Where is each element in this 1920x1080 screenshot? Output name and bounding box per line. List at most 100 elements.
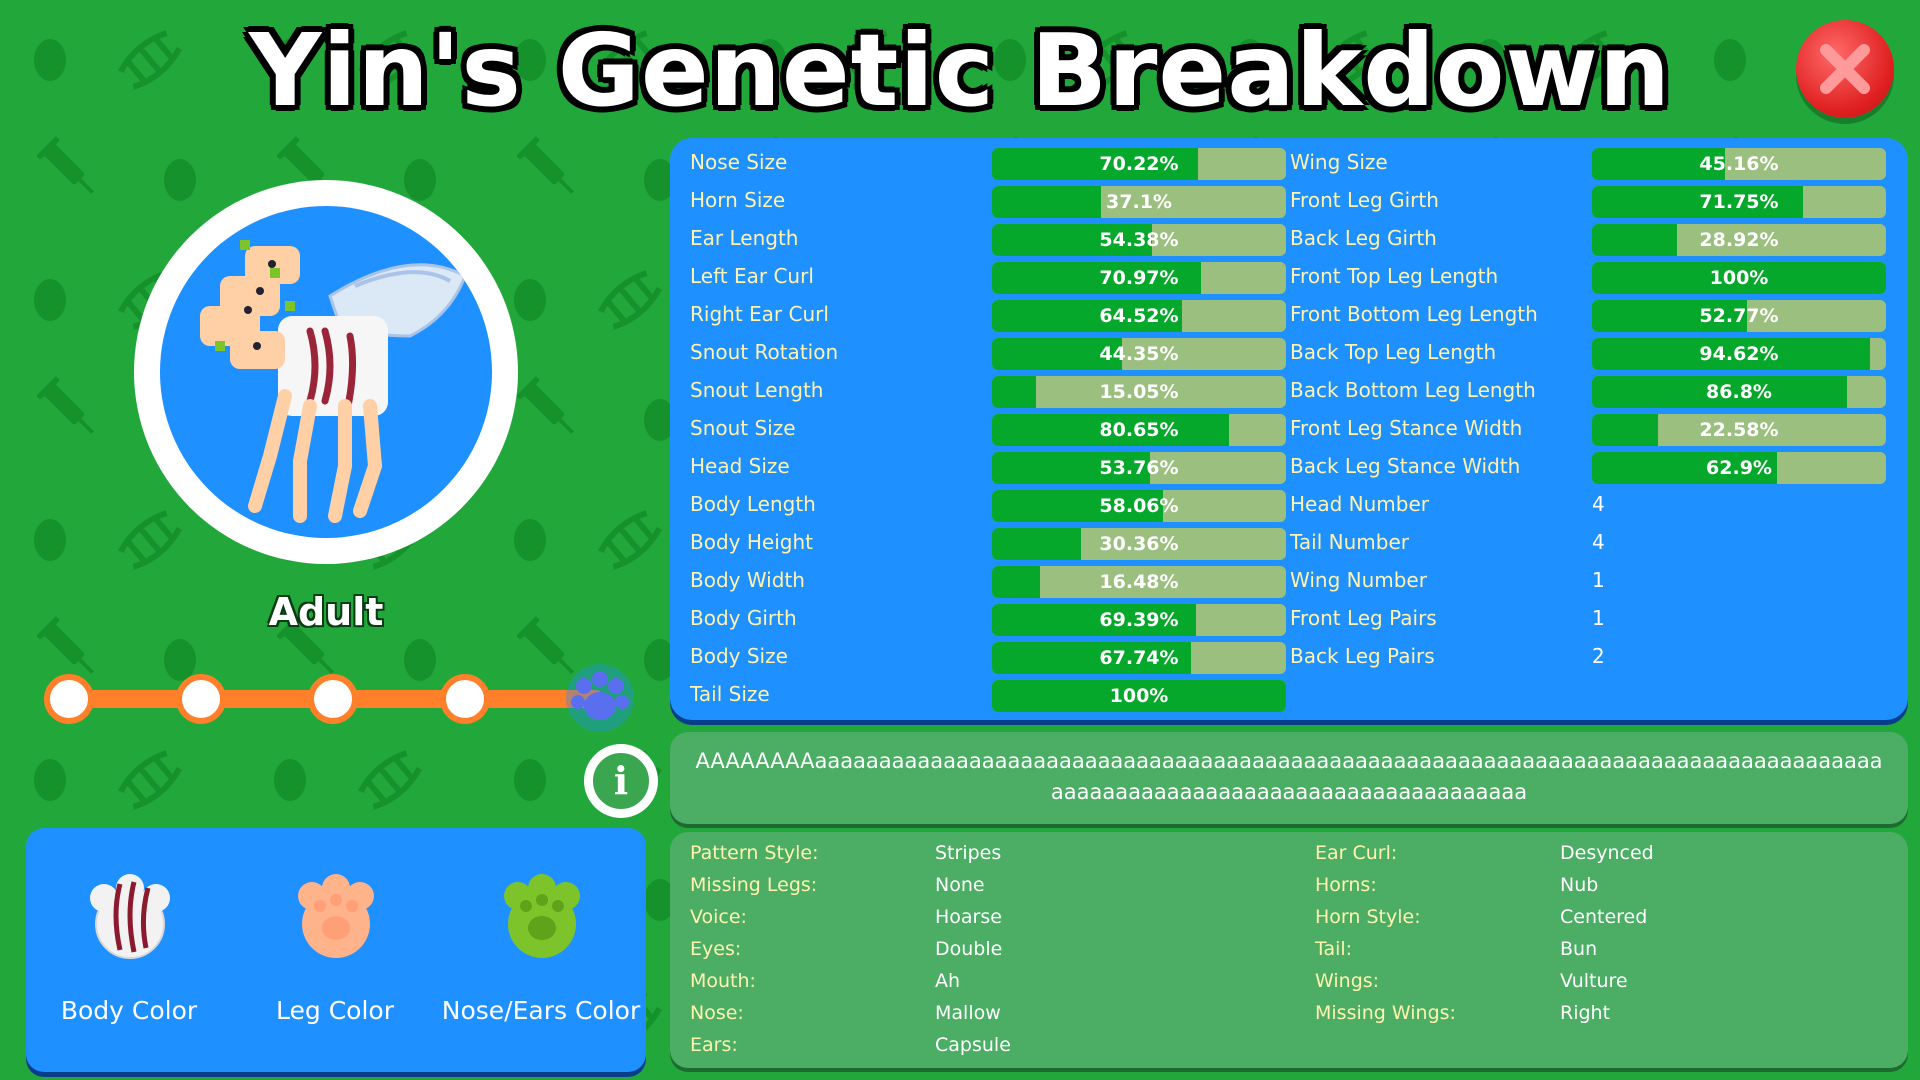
stat-bar-fill: [992, 604, 1196, 636]
stat-row: Back Leg Stance Width 62.9%: [1290, 452, 1890, 484]
stat-bar-fill: [992, 186, 1102, 218]
stat-row: Snout Size 80.65%: [690, 414, 1290, 446]
info-icon: i: [591, 751, 651, 811]
trait-name: Horn Style:: [1315, 906, 1421, 928]
stat-bar: 16.48%: [992, 566, 1286, 598]
stat-bar: 80.65%: [992, 414, 1286, 446]
growth-stage-dot[interactable]: [176, 674, 226, 724]
trait-value: Centered: [1560, 906, 1648, 928]
stat-row: Wing Size 45.16%: [1290, 148, 1890, 180]
stat-bar: 69.39%: [992, 604, 1286, 636]
stat-name: Front Leg Girth: [1290, 188, 1439, 212]
stat-bar: 70.97%: [992, 262, 1286, 294]
nose-ears-color-button[interactable]: Nose/Ears Color: [438, 828, 644, 1072]
stat-bar: 22.58%: [1592, 414, 1886, 446]
stat-bar-fill: [1592, 224, 1678, 256]
stat-bar: 71.75%: [1592, 186, 1886, 218]
stat-value: 1: [1592, 606, 1605, 630]
stat-row: Back Leg Girth 28.92%: [1290, 224, 1890, 256]
stat-name: Wing Size: [1290, 150, 1388, 174]
trait-name: Nose:: [690, 1002, 744, 1024]
stat-row: Back Leg Pairs 2: [1290, 642, 1890, 674]
stat-name: Wing Number: [1290, 568, 1427, 592]
genetic-stats-panel: Nose Size 70.22% Horn Size 37.1% Ear Length 5…: [670, 138, 1908, 720]
stat-row: Body Width 16.48%: [690, 566, 1290, 598]
stat-row: Front Bottom Leg Length 52.77%: [1290, 300, 1890, 332]
stat-bar: 100%: [992, 680, 1286, 712]
close-button[interactable]: [1796, 20, 1894, 118]
trait-value: Desynced: [1560, 842, 1654, 864]
stat-row: Front Top Leg Length 100%: [1290, 262, 1890, 294]
stat-name: Body Height: [690, 530, 813, 554]
stat-value: 70.97%: [1099, 267, 1179, 289]
stat-bar-fill: [1592, 452, 1777, 484]
stat-name: Front Top Leg Length: [1290, 264, 1499, 288]
trait-value: Nub: [1560, 874, 1599, 896]
growth-stage-dot[interactable]: [308, 674, 358, 724]
stat-bar: 15.05%: [992, 376, 1286, 408]
info-button[interactable]: i: [584, 744, 658, 818]
trait-name: Eyes:: [690, 938, 742, 960]
stat-bar-fill: [992, 338, 1123, 370]
stat-name: Body Width: [690, 568, 805, 592]
body-color-button[interactable]: Body Color: [26, 828, 232, 1072]
stat-name: Nose Size: [690, 150, 788, 174]
trait-value: Stripes: [935, 842, 1002, 864]
growth-stage-dot[interactable]: [440, 674, 490, 724]
stat-name: Head Number: [1290, 492, 1429, 516]
stat-row: Nose Size 70.22%: [690, 148, 1290, 180]
stat-row: Head Size 53.76%: [690, 452, 1290, 484]
creature-description: AAAAAAAAaaaaaaaaaaaaaaaaaaaaaaaaaaaaaaaa…: [695, 749, 1883, 804]
stat-row: Wing Number 1: [1290, 566, 1890, 598]
stat-name: Snout Length: [690, 378, 824, 402]
paw-icon[interactable]: [564, 662, 636, 734]
stat-value: 71.75%: [1699, 191, 1779, 213]
stat-name: Tail Size: [690, 682, 770, 706]
trait-name: Mouth:: [690, 970, 756, 992]
stat-bar: 28.92%: [1592, 224, 1886, 256]
stat-name: Ear Length: [690, 226, 799, 250]
stat-row: Front Leg Stance Width 22.58%: [1290, 414, 1890, 446]
stat-row: Back Bottom Leg Length 86.8%: [1290, 376, 1890, 408]
stat-value: 70.22%: [1099, 153, 1179, 175]
stat-bar-fill: [992, 376, 1037, 408]
stat-value: 67.74%: [1099, 647, 1179, 669]
trait-value: Mallow: [935, 1002, 1001, 1024]
stat-name: Body Length: [690, 492, 816, 516]
stat-bar-fill: [992, 490, 1163, 522]
stat-name: Head Size: [690, 454, 790, 478]
stat-name: Left Ear Curl: [690, 264, 814, 288]
stat-bar-fill: [1592, 148, 1725, 180]
stat-value: 28.92%: [1699, 229, 1779, 251]
stat-value: 100%: [1709, 267, 1769, 289]
stat-bar: 86.8%: [1592, 376, 1886, 408]
stat-bar-fill: [992, 414, 1230, 446]
trait-name: Wings:: [1315, 970, 1380, 992]
creature-portrait-frame: [160, 206, 492, 538]
stat-row: Back Top Leg Length 94.62%: [1290, 338, 1890, 370]
trait-name: Missing Wings:: [1315, 1002, 1456, 1024]
stat-value: 94.62%: [1699, 343, 1779, 365]
stat-bar: 58.06%: [992, 490, 1286, 522]
traits-panel: Pattern Style: Stripes Missing Legs: None Vo…: [670, 832, 1908, 1068]
nose-ears-color-swatch-icon: [504, 874, 580, 958]
leg-color-button[interactable]: Leg Color: [232, 828, 438, 1072]
growth-stage-dot[interactable]: [44, 674, 94, 724]
stat-bar: 30.36%: [992, 528, 1286, 560]
stat-name: Back Leg Girth: [1290, 226, 1437, 250]
trait-value: Ah: [935, 970, 961, 992]
stat-row: Body Length 58.06%: [690, 490, 1290, 522]
stat-bar-fill: [992, 566, 1041, 598]
stat-bar: 54.38%: [992, 224, 1286, 256]
trait-value: None: [935, 874, 985, 896]
growth-stage-slider[interactable]: [44, 664, 644, 732]
stat-row: Snout Rotation 44.35%: [690, 338, 1290, 370]
stat-bar-fill: [992, 262, 1201, 294]
stat-bar: 53.76%: [992, 452, 1286, 484]
stat-name: Front Bottom Leg Length: [1290, 302, 1538, 326]
stat-value: 62.9%: [1706, 457, 1772, 479]
stat-value: 58.06%: [1099, 495, 1179, 517]
stat-value: 64.52%: [1099, 305, 1179, 327]
stat-bar-fill: [1592, 186, 1803, 218]
stat-value: 15.05%: [1099, 381, 1179, 403]
